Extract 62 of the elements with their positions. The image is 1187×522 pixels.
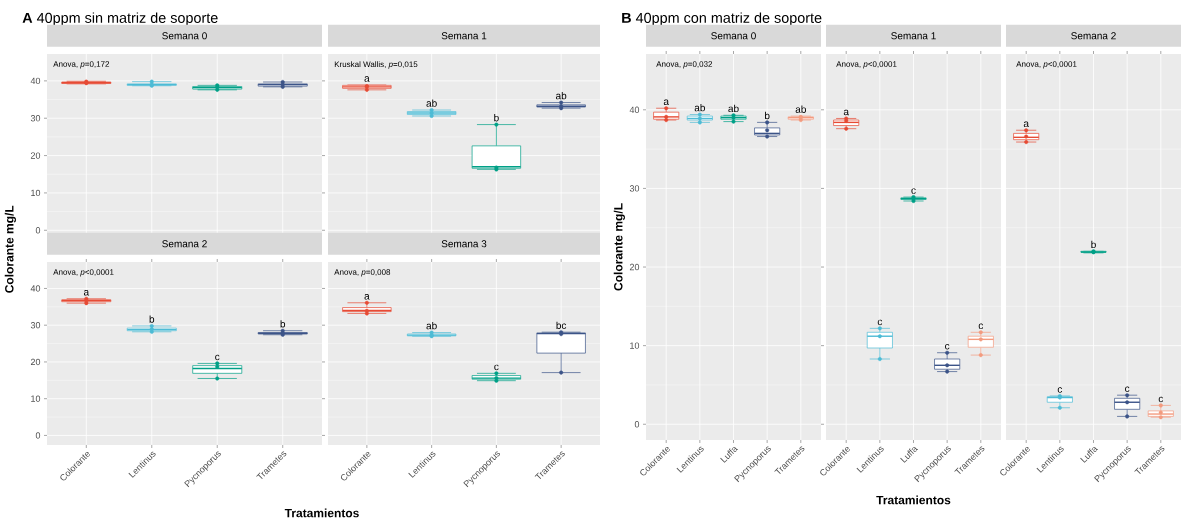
y-tick-label: 10 (31, 395, 41, 402)
annotation: Anova, p=0,172 (53, 61, 110, 69)
annotation: ab (694, 103, 705, 112)
annotation: c (494, 364, 499, 371)
annotation: b (1091, 240, 1096, 249)
chart-subtitle: A 40ppm sin matriz de soporte (22, 12, 218, 26)
y-tick-label: 10 (630, 342, 640, 349)
y-tick-label: 40 (30, 285, 41, 292)
annotation: c (978, 323, 984, 330)
annotation: b (494, 114, 499, 122)
y-tick-label: 30 (629, 185, 640, 192)
y-tick-label: 20 (629, 263, 640, 271)
annotation: ab (728, 104, 739, 113)
y-tick-label: 10 (31, 189, 41, 197)
y-tick-label: 0 (634, 421, 640, 428)
annotation: c (945, 344, 950, 350)
annotation: a (364, 294, 370, 300)
y-tick-label: 0 (35, 432, 41, 439)
annotation: c (1125, 386, 1130, 392)
annotation: c (877, 319, 883, 326)
annotation: a (83, 290, 90, 296)
y-tick-label: 40 (629, 106, 640, 113)
annotation: a (843, 109, 849, 116)
x-axis-title: Tratamientos (876, 495, 951, 505)
annotation: ab (556, 92, 567, 100)
annotation: b (765, 111, 770, 120)
annotation: c (1158, 396, 1164, 403)
annotation: ab (426, 99, 437, 107)
annotation: Anova, p<0,0001 (1016, 61, 1077, 69)
annotation: a (1023, 121, 1029, 128)
chart-title: Semana 0 (711, 32, 756, 40)
chart-title: Semana 2 (162, 240, 207, 248)
y-tick-label: 30 (30, 322, 41, 329)
chart-title: Semana 0 (162, 32, 207, 40)
y-tick-label: 30 (30, 115, 41, 122)
annotation: Anova, p=0,032 (656, 61, 713, 69)
annotation: c (1057, 387, 1063, 393)
annotation: bc (556, 321, 567, 329)
annotation: a (364, 76, 370, 82)
annotation: ab (795, 105, 806, 113)
annotation: Anova, p<0,0001 (836, 61, 897, 69)
y-tick-label: 0 (35, 227, 41, 234)
annotation: b (149, 315, 155, 323)
chart-title: Semana 1 (891, 32, 936, 40)
annotation: Kruskal Wallis, p=0,015 (334, 61, 418, 69)
annotation: c (911, 188, 916, 194)
annotation: Anova, p=0,008 (334, 269, 391, 277)
y-tick-label: 20 (30, 152, 41, 159)
chart-title: Semana 2 (1071, 32, 1116, 40)
annotation: b (280, 320, 286, 328)
annotation: ab (426, 322, 437, 330)
chart-title: Semana 1 (441, 32, 487, 40)
x-axis-title: Tratamientos (284, 508, 359, 518)
annotation: Anova, p<0,0001 (53, 269, 114, 277)
y-tick-label: 40 (30, 77, 41, 85)
y-axis-title: Colorante mg/L (4, 205, 16, 293)
chart-subtitle: B 40ppm con matriz de soporte (622, 12, 822, 26)
y-tick-label: 20 (30, 358, 41, 366)
y-axis-title: Colorante mg/L (613, 203, 625, 291)
annotation: c (215, 354, 220, 361)
chart-title: Semana 3 (441, 240, 487, 248)
annotation: a (663, 99, 669, 106)
